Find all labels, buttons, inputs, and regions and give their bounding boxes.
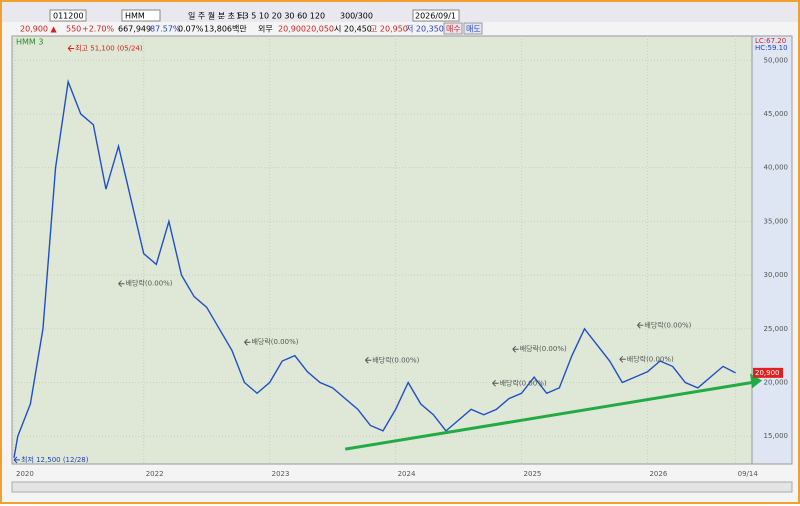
annotation-arrow bbox=[244, 338, 251, 346]
q2: 20,050 bbox=[306, 25, 334, 34]
annotation: 배당락(0.00%) bbox=[520, 344, 567, 353]
sell[interactable]: 매도 bbox=[466, 25, 481, 34]
lc: LC:67.20 bbox=[755, 37, 786, 45]
annotation: 배당락(0.00%) bbox=[126, 279, 173, 288]
code: 011200 bbox=[53, 12, 84, 21]
y-tick-label: 25,000 bbox=[764, 325, 789, 333]
scrollbar[interactable] bbox=[11, 481, 793, 493]
annotation-arrow bbox=[492, 379, 499, 387]
y-tick-label: 30,000 bbox=[764, 271, 789, 279]
foreign: 외무 bbox=[258, 24, 273, 34]
low: 저 20,350 bbox=[406, 25, 444, 34]
annotation: 배당락(0.00%) bbox=[500, 378, 547, 387]
price: 20,900 ▲ bbox=[20, 25, 58, 34]
annotation-arrow bbox=[67, 45, 75, 52]
name-box[interactable] bbox=[121, 9, 161, 22]
y-tick-label: 35,000 bbox=[764, 217, 789, 225]
y-tick-label: 40,000 bbox=[764, 164, 789, 172]
annotation: 최저 12,500 (12/28) bbox=[21, 455, 89, 464]
hc: HC:59.10 bbox=[755, 44, 788, 52]
trend-line bbox=[344, 381, 753, 451]
annotation: 최고 51,100 (05/24) bbox=[75, 43, 143, 52]
last-price-box bbox=[753, 367, 783, 378]
annotation-arrow bbox=[365, 356, 372, 364]
name: HMM bbox=[125, 12, 145, 21]
annotation: 배당락(0.00%) bbox=[251, 337, 298, 346]
count: 300 bbox=[340, 12, 355, 21]
high: 고 20,950 bbox=[370, 25, 408, 34]
count-total: /300 bbox=[355, 12, 373, 21]
sell-button[interactable] bbox=[463, 22, 483, 35]
periods[interactable]: 일 주 월 분 초 틱 bbox=[188, 11, 245, 21]
annotation-arrow bbox=[619, 355, 626, 363]
change: 550 bbox=[66, 25, 81, 34]
x-tick-label: 2020 bbox=[16, 470, 34, 478]
toolbar bbox=[2, 2, 798, 22]
open: 시 20,450 bbox=[334, 25, 372, 34]
price-line bbox=[13, 79, 736, 458]
intervals[interactable]: 1 3 5 10 20 30 60 120 bbox=[236, 12, 325, 21]
annotation-arrow bbox=[512, 345, 519, 353]
y-tick-label: 20,000 bbox=[764, 379, 789, 387]
annotation: 배당락(0.00%) bbox=[372, 355, 419, 364]
x-tick-label: 09/14 bbox=[738, 470, 759, 478]
annotation: 배당락(0.00%) bbox=[644, 320, 691, 329]
volume: 667,949 bbox=[118, 25, 151, 34]
y-tick-label: 50,000 bbox=[764, 56, 789, 64]
annotation: 배당락(0.00%) bbox=[627, 354, 674, 363]
legend: HMM 3 bbox=[16, 38, 43, 47]
date: 2026/09/1 bbox=[415, 12, 456, 21]
turnover: 0.07% bbox=[178, 25, 204, 34]
buy[interactable]: 매수 bbox=[446, 25, 461, 34]
annotation-arrow bbox=[13, 456, 20, 464]
x-tick-label: 2022 bbox=[146, 470, 164, 478]
date-box[interactable] bbox=[412, 9, 460, 22]
y-tick-label: 15,000 bbox=[764, 432, 789, 440]
annotation-arrow bbox=[637, 321, 644, 329]
q1: 20,900 bbox=[278, 25, 306, 34]
amount: 13,806백만 bbox=[204, 24, 247, 34]
x-tick-label: 2026 bbox=[649, 470, 667, 478]
x-tick-label: 2024 bbox=[398, 470, 416, 478]
y-tick-label: 45,000 bbox=[764, 110, 789, 118]
axis-area bbox=[751, 35, 793, 465]
plot-area bbox=[11, 35, 753, 465]
last-price: 20,900 bbox=[755, 369, 780, 377]
x-tick-label: 2023 bbox=[272, 470, 290, 478]
annotation-arrow bbox=[118, 280, 125, 288]
x-tick-label: 2025 bbox=[524, 470, 542, 478]
rate: +2.70% bbox=[82, 25, 115, 34]
buy-button[interactable] bbox=[443, 22, 463, 35]
code-box[interactable] bbox=[49, 9, 87, 22]
vol-ratio: 87.57% bbox=[150, 25, 181, 34]
